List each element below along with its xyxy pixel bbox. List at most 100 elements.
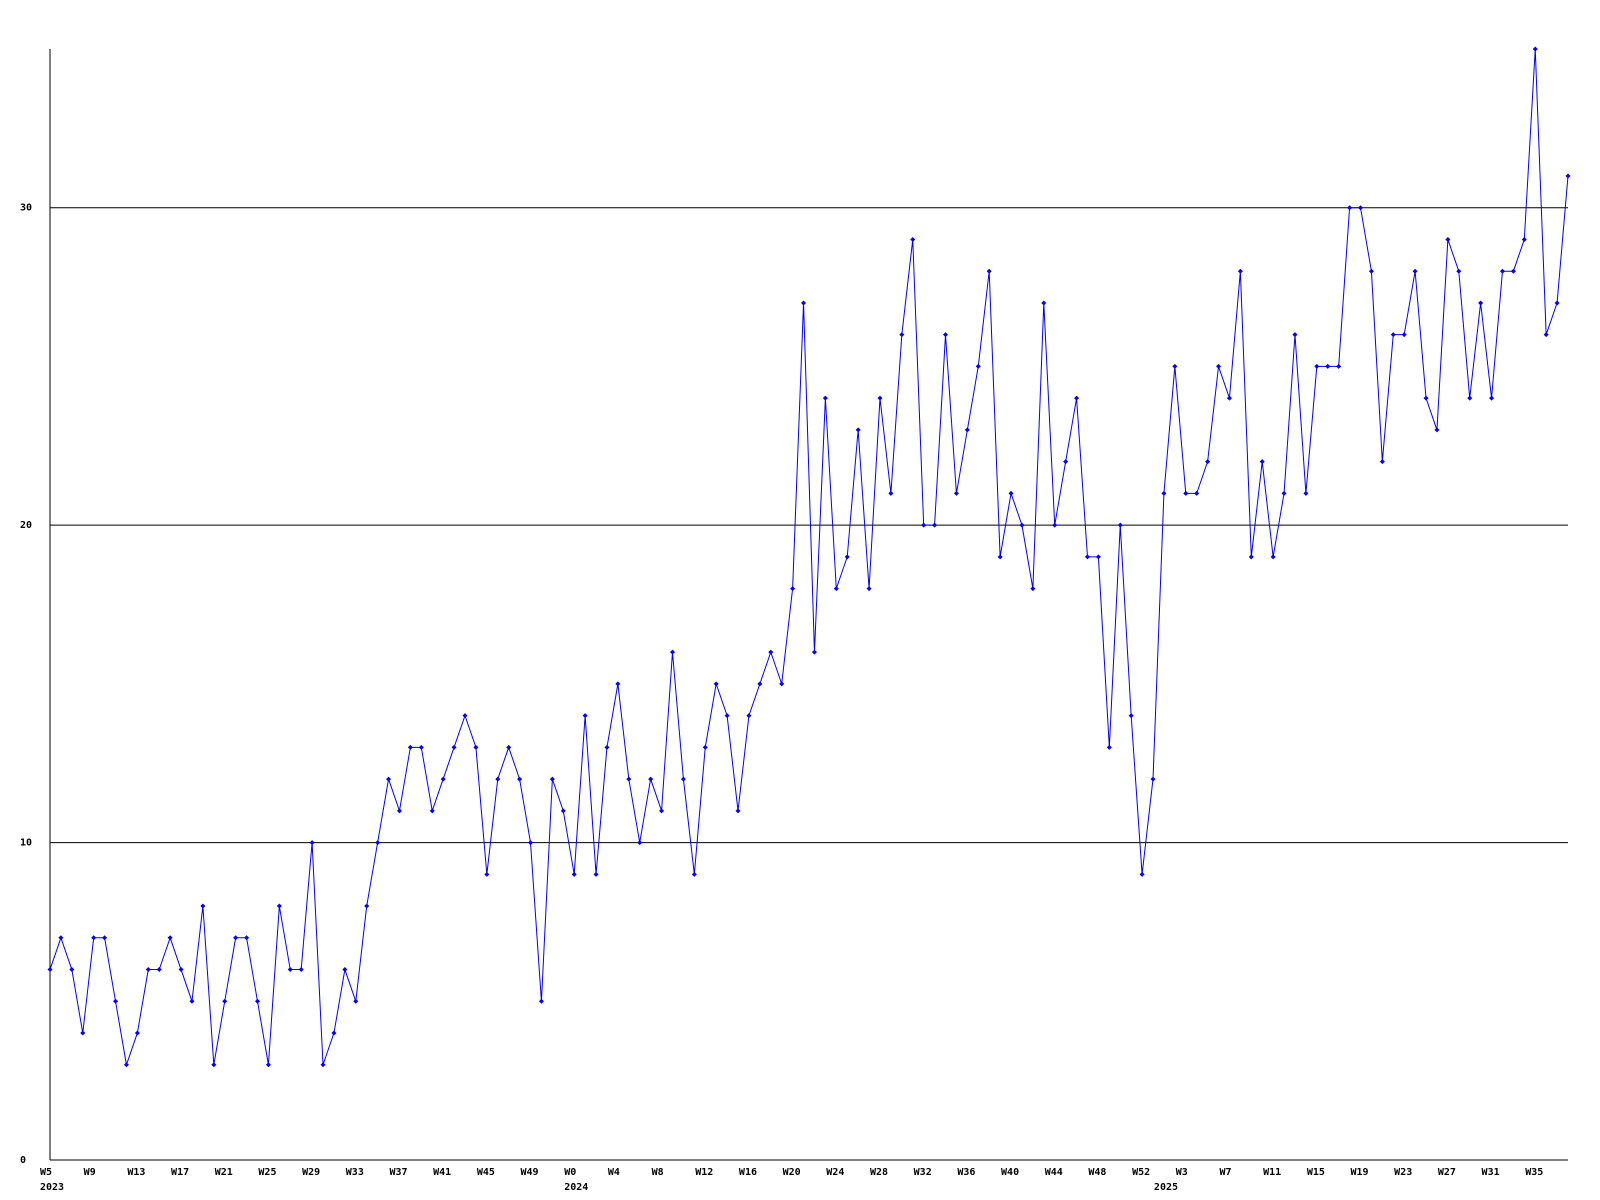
point	[811, 649, 817, 655]
point	[1401, 332, 1407, 338]
point	[91, 935, 97, 941]
point	[964, 427, 970, 433]
point	[1106, 744, 1112, 750]
point	[1412, 268, 1418, 274]
point	[320, 1062, 326, 1068]
point	[779, 681, 785, 687]
point	[1030, 586, 1036, 592]
point	[1368, 268, 1374, 274]
point	[680, 776, 686, 782]
point	[615, 681, 621, 687]
point	[407, 744, 413, 750]
point	[473, 744, 479, 750]
point	[69, 967, 75, 973]
year-label: 2024	[564, 1182, 588, 1193]
point	[1270, 554, 1276, 560]
point	[396, 808, 402, 814]
point	[58, 935, 64, 941]
point	[287, 967, 293, 973]
y-tick-label: 20	[20, 520, 32, 531]
point	[462, 713, 468, 719]
point	[375, 840, 381, 846]
point	[691, 871, 697, 877]
x-tick-label: W40	[1001, 1167, 1019, 1178]
point	[1543, 332, 1549, 338]
point	[1478, 300, 1484, 306]
x-tick-label: W29	[302, 1167, 320, 1178]
point	[1194, 490, 1200, 496]
point	[724, 713, 730, 719]
point	[1084, 554, 1090, 560]
point	[1019, 522, 1025, 528]
point	[1325, 363, 1331, 369]
point	[386, 776, 392, 782]
point	[1216, 363, 1222, 369]
point	[1423, 395, 1429, 401]
x-tick-label: W19	[1351, 1167, 1369, 1178]
x-tick-label: W36	[957, 1167, 975, 1178]
point	[156, 967, 162, 973]
point	[593, 871, 599, 877]
point	[1008, 490, 1014, 496]
x-tick-label: W0	[564, 1167, 576, 1178]
point	[495, 776, 501, 782]
point	[364, 903, 370, 909]
point	[943, 332, 949, 338]
x-tick-label: W3	[1176, 1167, 1188, 1178]
point	[833, 586, 839, 592]
x-tick-label: W17	[171, 1167, 189, 1178]
point	[145, 967, 151, 973]
x-tick-label: W48	[1088, 1167, 1106, 1178]
point	[528, 840, 534, 846]
x-tick-label: W11	[1263, 1167, 1281, 1178]
point	[1314, 363, 1320, 369]
point	[1063, 459, 1069, 465]
x-tick-label: W33	[346, 1167, 364, 1178]
x-tick-label: W16	[739, 1167, 757, 1178]
point	[123, 1062, 129, 1068]
point	[1052, 522, 1058, 528]
point	[877, 395, 883, 401]
point	[669, 649, 675, 655]
x-tick-label: W20	[783, 1167, 801, 1178]
point	[910, 236, 916, 242]
x-tick-label: W13	[127, 1167, 145, 1178]
point	[47, 967, 53, 973]
x-tick-label: W45	[477, 1167, 495, 1178]
x-tick-label: W44	[1045, 1167, 1063, 1178]
point	[298, 967, 304, 973]
point	[1467, 395, 1473, 401]
point	[822, 395, 828, 401]
point	[113, 998, 119, 1004]
point	[571, 871, 577, 877]
point	[1150, 776, 1156, 782]
x-tick-label: W32	[914, 1167, 932, 1178]
point	[1205, 459, 1211, 465]
point	[440, 776, 446, 782]
point	[1226, 395, 1232, 401]
point	[211, 1062, 217, 1068]
point	[1292, 332, 1298, 338]
point	[1336, 363, 1342, 369]
point	[1161, 490, 1167, 496]
point	[517, 776, 523, 782]
point	[790, 586, 796, 592]
point	[451, 744, 457, 750]
point	[167, 935, 173, 941]
x-tick-label: W25	[258, 1167, 276, 1178]
x-tick-label: W15	[1307, 1167, 1325, 1178]
point	[1499, 268, 1505, 274]
point	[975, 363, 981, 369]
point	[484, 871, 490, 877]
point	[1532, 46, 1538, 52]
point	[899, 332, 905, 338]
point	[768, 649, 774, 655]
y-tick-label: 0	[20, 1155, 26, 1166]
point	[1041, 300, 1047, 306]
point	[342, 967, 348, 973]
point	[953, 490, 959, 496]
y-tick-label: 30	[20, 203, 32, 214]
point	[353, 998, 359, 1004]
point	[921, 522, 927, 528]
